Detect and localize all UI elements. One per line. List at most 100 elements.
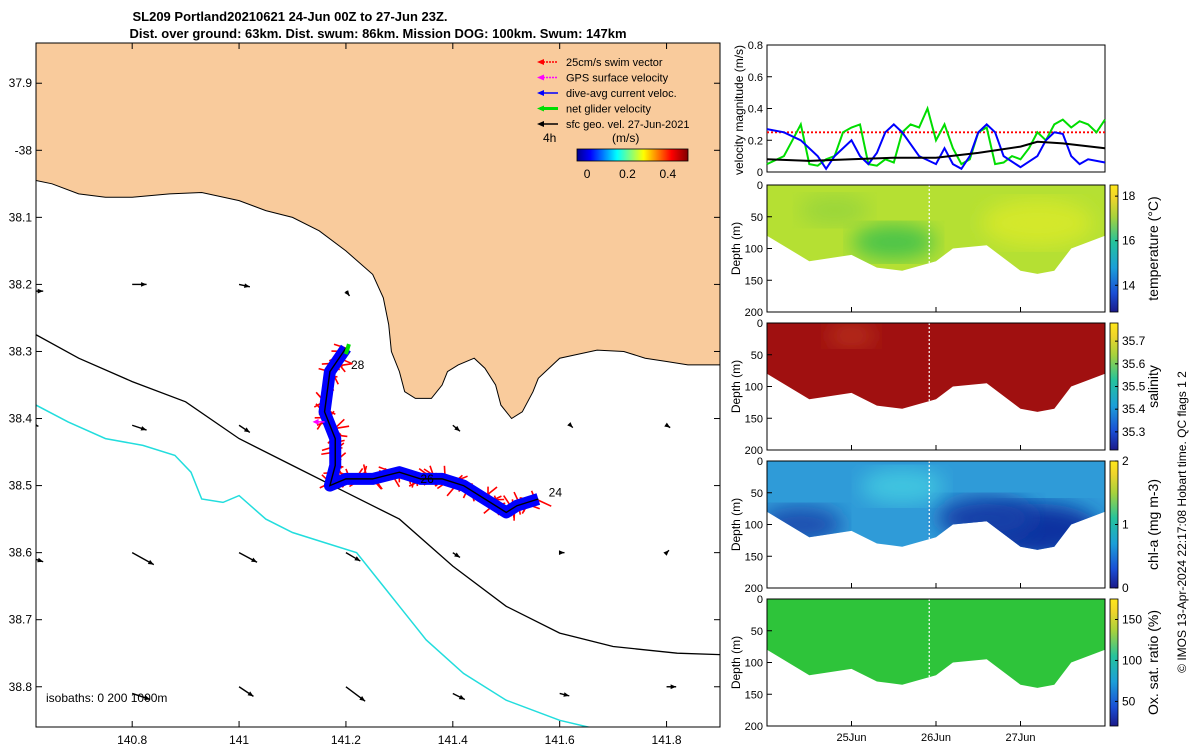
section-x-tick-2: 27Jun <box>1006 732 1036 744</box>
salinity-depth-tick-2: 100 <box>745 382 763 394</box>
salinity-depth-tick-3: 150 <box>745 413 763 425</box>
net-glider-velocity <box>344 343 351 355</box>
geo-vector-13 <box>345 552 361 562</box>
track-day-label-2: 24 <box>549 485 563 499</box>
legend-label-4: sfc geo. vel. 27-Jun-2021 <box>566 119 690 131</box>
geo-vector-16 <box>663 549 670 556</box>
map-colorbar-tick-2: 0.4 <box>659 167 676 181</box>
legend-time-note: 4h <box>543 131 556 145</box>
map-x-tick-3: 141.4 <box>438 733 468 747</box>
map-y-tick-2: 38.1 <box>9 210 33 224</box>
velocity-panel: 0 0.2 0.4 0.6 0.8 velocity magnitude (m/s) <box>732 40 1106 179</box>
track-day-label-0: 28 <box>351 358 365 372</box>
oxygen-field <box>767 599 1105 688</box>
temperature-feature-2 <box>799 195 870 226</box>
chl-a-feature-2 <box>860 468 945 505</box>
geo-vector-7 <box>452 424 461 432</box>
chl-a-depth-tick-3: 150 <box>745 551 763 563</box>
isobath-1000m <box>36 404 592 727</box>
temperature-colorbar <box>1109 184 1119 313</box>
salinity-depth-tick-0: 0 <box>757 318 763 330</box>
velocity-y-tick-0: 0 <box>757 167 763 179</box>
salinity-depth-label: Depth (m) <box>729 360 743 413</box>
map-x-tick-0: 140.8 <box>117 733 147 747</box>
oxygen-colorbar <box>1109 598 1119 727</box>
map-y-tick-3: 38.2 <box>9 277 33 291</box>
velocity-ylabel: velocity magnitude (m/s) <box>732 45 746 175</box>
salinity-feature-0 <box>826 324 877 347</box>
salinity-colorbar-tick-0: 35.3 <box>1122 425 1146 439</box>
chl-a-colorbar-tick-1: 1 <box>1122 518 1129 532</box>
track-line <box>323 347 539 514</box>
section-x-tick-1: 26Jun <box>921 732 951 744</box>
velocity-axes <box>766 44 1106 173</box>
velocity-series <box>766 105 1106 171</box>
glider-track: 28 26 24 <box>312 343 563 521</box>
geo-vector-11 <box>131 552 155 566</box>
legend-entry-0: 25cm/s swim vector <box>537 57 663 69</box>
legend-entry-4: sfc geo. vel. 27-Jun-2021 <box>537 119 690 131</box>
salinity-colorbar-tick-1: 35.4 <box>1122 402 1146 416</box>
temperature-depth-tick-3: 150 <box>745 275 763 287</box>
salinity-depth-tick-4: 200 <box>745 445 763 457</box>
geo-velocity-vectors <box>36 282 677 702</box>
map-y-tick-5: 38.4 <box>9 412 33 426</box>
legend-label-2: dive-avg current veloc. <box>566 88 677 100</box>
chl-a-depth-tick-4: 200 <box>745 583 763 595</box>
oxygen-depth-tick-2: 100 <box>745 658 763 670</box>
map-colorbar-ticks: 0 0.2 0.4 <box>584 167 677 181</box>
map-y-tick-8: 38.7 <box>9 613 33 627</box>
geo-vector-0 <box>36 288 44 294</box>
temperature-colorbar-tick-1: 16 <box>1122 234 1136 248</box>
legend-entry-3: net glider velocity <box>537 104 651 116</box>
map-y-tick-9: 38.8 <box>9 680 33 694</box>
oxygen-depth-tick-4: 200 <box>745 721 763 733</box>
map-y-ticks: 37.9 -38 38.1 38.2 38.3 38.4 38.5 38.6 38.7 38.8 <box>9 76 720 694</box>
velocity-y-tick-2: 0.4 <box>748 104 763 116</box>
chl-a-depth-tick-1: 50 <box>751 488 763 500</box>
legend-entry-2: dive-avg current veloc. <box>537 88 677 100</box>
map-x-tick-5: 141.8 <box>652 733 682 747</box>
oxygen-colorbar-tick-2: 150 <box>1122 612 1142 626</box>
chl-a-depth-label: Depth (m) <box>729 498 743 551</box>
section-x-ticks: 25Jun 26Jun 27Jun <box>837 732 1036 744</box>
temperature-colorbar-tick-2: 18 <box>1122 189 1136 203</box>
velocity-y-tick-1: 0.2 <box>748 135 763 147</box>
map-x-tick-1: 141 <box>229 733 249 747</box>
coastline-land <box>36 43 720 420</box>
velocity-y-tick-3: 0.6 <box>748 72 763 84</box>
geo-vector-12 <box>238 552 258 563</box>
oxygen-colorbar-tick-1: 100 <box>1122 653 1142 667</box>
temperature-depth-tick-2: 100 <box>745 244 763 256</box>
salinity-colorbar-tick-2: 35.5 <box>1122 380 1146 394</box>
chl-a-depth-tick-0: 0 <box>757 456 763 468</box>
geo-vector-19 <box>345 686 366 702</box>
geo-vector-5 <box>131 424 147 431</box>
map-x-ticks: 140.8 141 141.2 141.4 141.6 141.8 <box>117 43 682 747</box>
section-x-tick-0: 25Jun <box>837 732 867 744</box>
geo-vector-1 <box>132 282 147 287</box>
velocity-y-tick-4: 0.8 <box>748 40 763 52</box>
section-panel-chl-a: 0 50 100 150 200 Depth (m) 0 1 2 chl-a (mg m-3) <box>729 454 1161 595</box>
geo-vector-6 <box>238 424 251 434</box>
geo-vector-20 <box>452 692 466 701</box>
geo-vector-18 <box>238 686 254 697</box>
map-colorbar-tick-0: 0 <box>584 167 591 181</box>
temperature-colorbar-label: temperature (°C) <box>1145 196 1161 300</box>
map-y-tick-1: -38 <box>15 143 33 157</box>
salinity-colorbar-label: salinity <box>1145 365 1161 408</box>
geo-vector-3 <box>344 290 351 297</box>
oxygen-depth-tick-0: 0 <box>757 594 763 606</box>
temperature-depth-label: Depth (m) <box>729 222 743 275</box>
salinity-colorbar-tick-3: 35.6 <box>1122 357 1146 371</box>
oxygen-colorbar-label: Ox. sat. ratio (%) <box>1145 610 1161 715</box>
map-y-tick-4: 38.3 <box>9 344 33 358</box>
geo-vector-17 <box>131 692 151 701</box>
map-y-tick-0: 37.9 <box>9 76 33 90</box>
temperature-depth-tick-4: 200 <box>745 307 763 319</box>
oxygen-colorbar-tick-0: 50 <box>1122 694 1136 708</box>
figure-title-line2: Dist. over ground: 63km. Dist. swum: 86k… <box>129 26 626 41</box>
imos-credit: © IMOS 13-Apr-2024 22:17:08 Hobart time.… <box>1175 371 1189 673</box>
